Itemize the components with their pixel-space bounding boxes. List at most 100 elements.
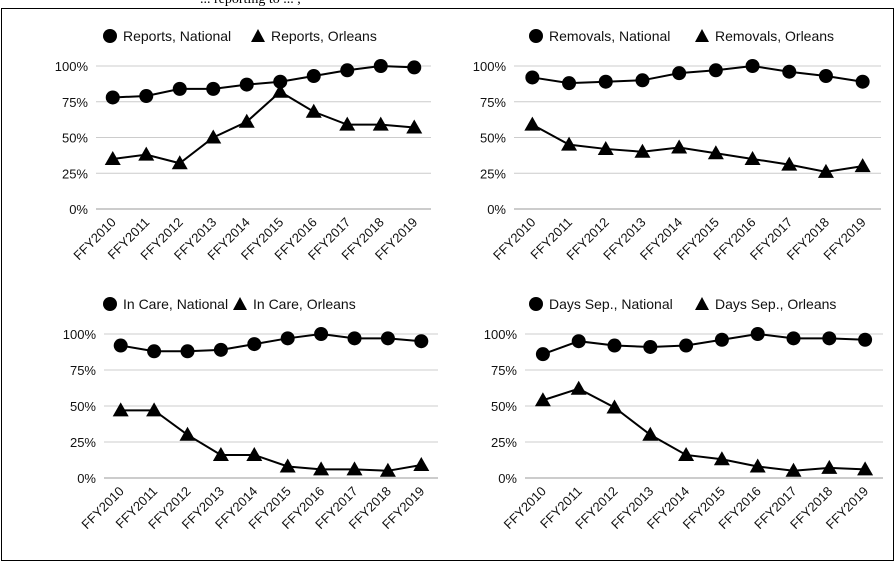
data-point	[855, 74, 870, 89]
legend-marker-circle	[529, 297, 543, 311]
data-point	[379, 462, 396, 477]
data-point	[273, 74, 288, 89]
y-tick-label: 25%	[480, 166, 506, 181]
y-tick-label: 0%	[487, 202, 506, 217]
data-point	[406, 119, 423, 134]
data-point	[821, 459, 838, 474]
legend-marker-triangle	[233, 297, 247, 310]
chart-reports: 0%25%50%75%100%FFY2010FFY2011FFY2012FFY2…	[55, 28, 431, 263]
chart-removals: 0%25%50%75%100%FFY2010FFY2011FFY2012FFY2…	[473, 28, 881, 263]
data-point	[380, 331, 395, 346]
legend-marker-triangle	[695, 29, 709, 42]
data-point	[247, 337, 262, 352]
data-point	[535, 347, 550, 362]
legend-label: Days Sep., National	[549, 296, 673, 312]
data-point	[305, 103, 322, 118]
data-point	[280, 331, 295, 346]
legend-label: Removals, National	[549, 28, 670, 44]
data-point	[643, 339, 658, 354]
legend-marker-triangle	[251, 29, 265, 42]
data-point	[524, 116, 541, 131]
y-tick-label: 50%	[480, 131, 506, 146]
data-point	[634, 143, 651, 158]
data-point	[854, 158, 871, 173]
y-tick-label: 100%	[63, 327, 97, 342]
legend-label: Removals, Orleans	[715, 28, 834, 44]
data-point	[744, 150, 761, 165]
data-point	[750, 327, 765, 341]
data-point	[104, 150, 121, 165]
series-line	[531, 123, 863, 173]
data-point	[570, 380, 587, 395]
legend-label: Reports, Orleans	[271, 28, 377, 44]
data-point	[246, 446, 263, 461]
chart-days-separated: 0%25%50%75%100%FFY2010FFY2011FFY2012FFY2…	[484, 296, 883, 532]
data-point	[781, 156, 798, 171]
y-tick-label: 25%	[491, 435, 517, 450]
data-point	[105, 90, 120, 105]
series-line	[542, 332, 866, 356]
data-point	[642, 426, 659, 441]
y-tick-label: 0%	[69, 202, 88, 217]
data-point	[607, 338, 622, 353]
data-point	[139, 89, 154, 104]
caption-fragment: ... reporting to ... ,	[200, 0, 420, 9]
y-tick-label: 100%	[473, 59, 507, 74]
data-point	[347, 331, 362, 346]
legend-marker-circle	[529, 29, 543, 43]
data-point	[212, 446, 229, 461]
y-tick-label: 0%	[498, 471, 517, 486]
data-point	[180, 344, 195, 359]
y-tick-label: 75%	[70, 363, 96, 378]
chart-in-care: 0%25%50%75%100%FFY2010FFY2011FFY2012FFY2…	[63, 296, 438, 532]
data-point	[782, 64, 797, 79]
data-point	[272, 83, 289, 98]
data-point	[708, 63, 723, 78]
data-point	[534, 392, 551, 407]
data-point	[606, 399, 623, 414]
data-point	[713, 451, 730, 466]
data-point	[562, 76, 577, 91]
data-point	[339, 116, 356, 131]
data-point	[598, 74, 613, 89]
series-line	[532, 64, 863, 85]
series-line	[120, 332, 422, 353]
y-tick-label: 50%	[491, 399, 517, 414]
data-point	[597, 140, 614, 155]
data-point	[373, 59, 388, 73]
data-point	[171, 155, 188, 170]
data-point	[340, 63, 355, 78]
data-point	[413, 457, 430, 472]
data-point	[147, 344, 162, 359]
legend-label: Reports, National	[123, 28, 231, 44]
data-point	[407, 60, 422, 75]
legend-label: In Care, Orleans	[253, 296, 356, 312]
data-point	[671, 139, 688, 154]
series-line	[542, 387, 866, 472]
data-point	[818, 69, 833, 84]
data-point	[745, 59, 760, 73]
data-point	[785, 462, 802, 477]
y-tick-label: 100%	[484, 327, 518, 342]
data-point	[414, 334, 429, 349]
y-tick-label: 50%	[62, 131, 88, 146]
data-point	[179, 426, 196, 441]
series-line	[112, 64, 415, 99]
legend-marker-circle	[103, 29, 117, 43]
data-point	[172, 81, 187, 96]
y-tick-label: 50%	[70, 399, 96, 414]
data-point	[205, 129, 222, 144]
data-point	[571, 334, 586, 349]
data-point	[313, 461, 330, 476]
data-point	[635, 73, 650, 88]
y-tick-label: 75%	[491, 363, 517, 378]
data-point	[113, 338, 128, 353]
data-point	[346, 461, 363, 476]
y-tick-label: 75%	[480, 95, 506, 110]
data-point	[817, 163, 834, 178]
data-point	[146, 402, 163, 417]
data-point	[672, 66, 687, 81]
data-point	[822, 331, 837, 346]
data-point	[238, 113, 255, 128]
data-point	[707, 145, 724, 160]
